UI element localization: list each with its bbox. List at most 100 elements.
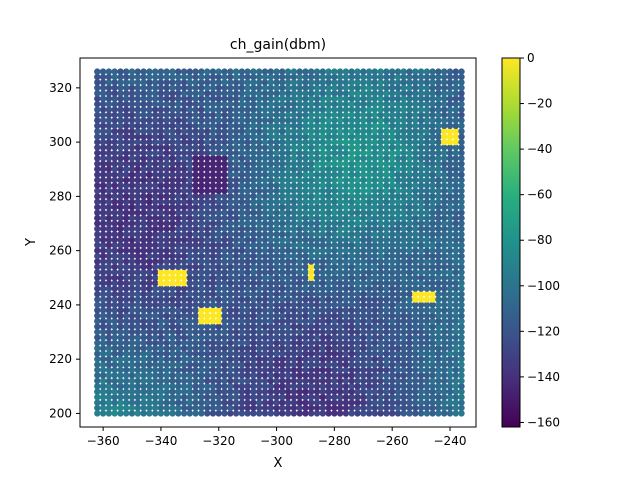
heatmap-point xyxy=(215,388,222,395)
heatmap-point xyxy=(417,182,425,189)
heatmap-point xyxy=(157,394,165,401)
heatmap-point xyxy=(192,79,199,86)
heatmap-point xyxy=(99,106,107,113)
heatmap-point xyxy=(302,361,309,368)
heatmap-point xyxy=(180,296,188,303)
heatmap-point xyxy=(140,404,147,412)
heatmap-point xyxy=(313,193,321,200)
heatmap-point xyxy=(244,198,251,205)
heatmap-point xyxy=(336,356,344,363)
heatmap-point xyxy=(441,79,448,86)
heatmap-point xyxy=(192,209,199,216)
heatmap-point xyxy=(279,377,286,385)
heatmap-point xyxy=(429,231,436,238)
heatmap-point xyxy=(400,166,407,173)
heatmap-point xyxy=(435,372,442,379)
heatmap-point xyxy=(360,388,367,395)
heatmap-point xyxy=(123,334,130,341)
heatmap-point xyxy=(169,312,176,319)
heatmap-point xyxy=(111,160,118,167)
heatmap-point xyxy=(400,144,407,151)
heatmap-point xyxy=(429,160,436,167)
heatmap-point xyxy=(348,187,355,195)
heatmap-point xyxy=(99,90,107,97)
heatmap-point xyxy=(111,285,118,292)
heatmap-point xyxy=(429,258,436,265)
heatmap-point xyxy=(111,312,118,319)
heatmap-point xyxy=(331,356,338,363)
heatmap-point xyxy=(232,84,240,92)
heatmap-point xyxy=(319,252,326,260)
heatmap-point xyxy=(99,214,107,222)
heatmap-point xyxy=(394,366,402,374)
heatmap-point xyxy=(123,79,130,86)
heatmap-point xyxy=(227,122,234,129)
heatmap-point xyxy=(354,312,361,319)
heatmap-point xyxy=(267,182,274,189)
heatmap-point xyxy=(209,242,217,249)
heatmap-point xyxy=(204,280,211,287)
heatmap-point xyxy=(250,79,257,86)
heatmap-point xyxy=(163,290,170,298)
heatmap-point xyxy=(400,339,407,347)
heatmap-point xyxy=(308,214,315,222)
heatmap-point xyxy=(140,296,147,303)
heatmap-point xyxy=(394,144,402,151)
heatmap-point xyxy=(319,350,326,357)
heatmap-point xyxy=(371,394,378,401)
heatmap-point xyxy=(105,377,113,385)
heatmap-point xyxy=(94,204,101,211)
heatmap-point xyxy=(435,171,442,178)
heatmap-point xyxy=(441,138,448,146)
heatmap-point xyxy=(417,84,425,92)
heatmap-point xyxy=(250,323,257,330)
heatmap-point xyxy=(204,193,211,200)
heatmap-point xyxy=(169,356,176,363)
heatmap-point xyxy=(458,345,465,352)
heatmap-point xyxy=(238,100,246,108)
heatmap-point xyxy=(302,307,309,314)
heatmap-point xyxy=(377,225,384,233)
heatmap-point xyxy=(267,100,274,108)
heatmap-point xyxy=(169,133,176,140)
heatmap-point xyxy=(302,193,309,200)
heatmap-point xyxy=(117,231,124,238)
heatmap-point xyxy=(146,404,153,412)
heatmap-point xyxy=(157,122,165,129)
heatmap-point xyxy=(128,242,136,249)
heatmap-point xyxy=(279,301,286,309)
heatmap-point xyxy=(204,410,211,417)
heatmap-point xyxy=(192,274,199,281)
heatmap-point xyxy=(302,404,309,412)
heatmap-point xyxy=(169,171,176,178)
heatmap-point xyxy=(128,133,136,140)
heatmap-point xyxy=(412,372,419,379)
heatmap-point xyxy=(232,383,240,390)
heatmap-point xyxy=(134,187,141,195)
heatmap-point xyxy=(308,220,315,227)
heatmap-point xyxy=(256,166,263,173)
heatmap-point xyxy=(209,73,217,81)
heatmap-point xyxy=(389,307,396,314)
heatmap-point xyxy=(313,68,321,75)
heatmap-point xyxy=(279,198,286,205)
heatmap-point xyxy=(105,225,113,233)
heatmap-point xyxy=(244,171,251,178)
heatmap-point xyxy=(336,133,344,140)
heatmap-point xyxy=(319,296,326,303)
heatmap-point xyxy=(296,339,303,347)
heatmap-point xyxy=(331,361,338,368)
heatmap-point xyxy=(273,176,280,184)
heatmap-point xyxy=(435,155,442,162)
heatmap-point xyxy=(111,106,118,113)
heatmap-point xyxy=(435,149,442,157)
heatmap-point xyxy=(250,377,257,385)
heatmap-point xyxy=(325,312,332,319)
heatmap-point xyxy=(134,68,141,75)
heatmap-point xyxy=(192,138,199,146)
heatmap-point xyxy=(284,90,292,97)
heatmap-point xyxy=(284,122,292,129)
heatmap-point xyxy=(406,209,413,216)
heatmap-point xyxy=(146,296,153,303)
heatmap-point xyxy=(123,90,130,97)
